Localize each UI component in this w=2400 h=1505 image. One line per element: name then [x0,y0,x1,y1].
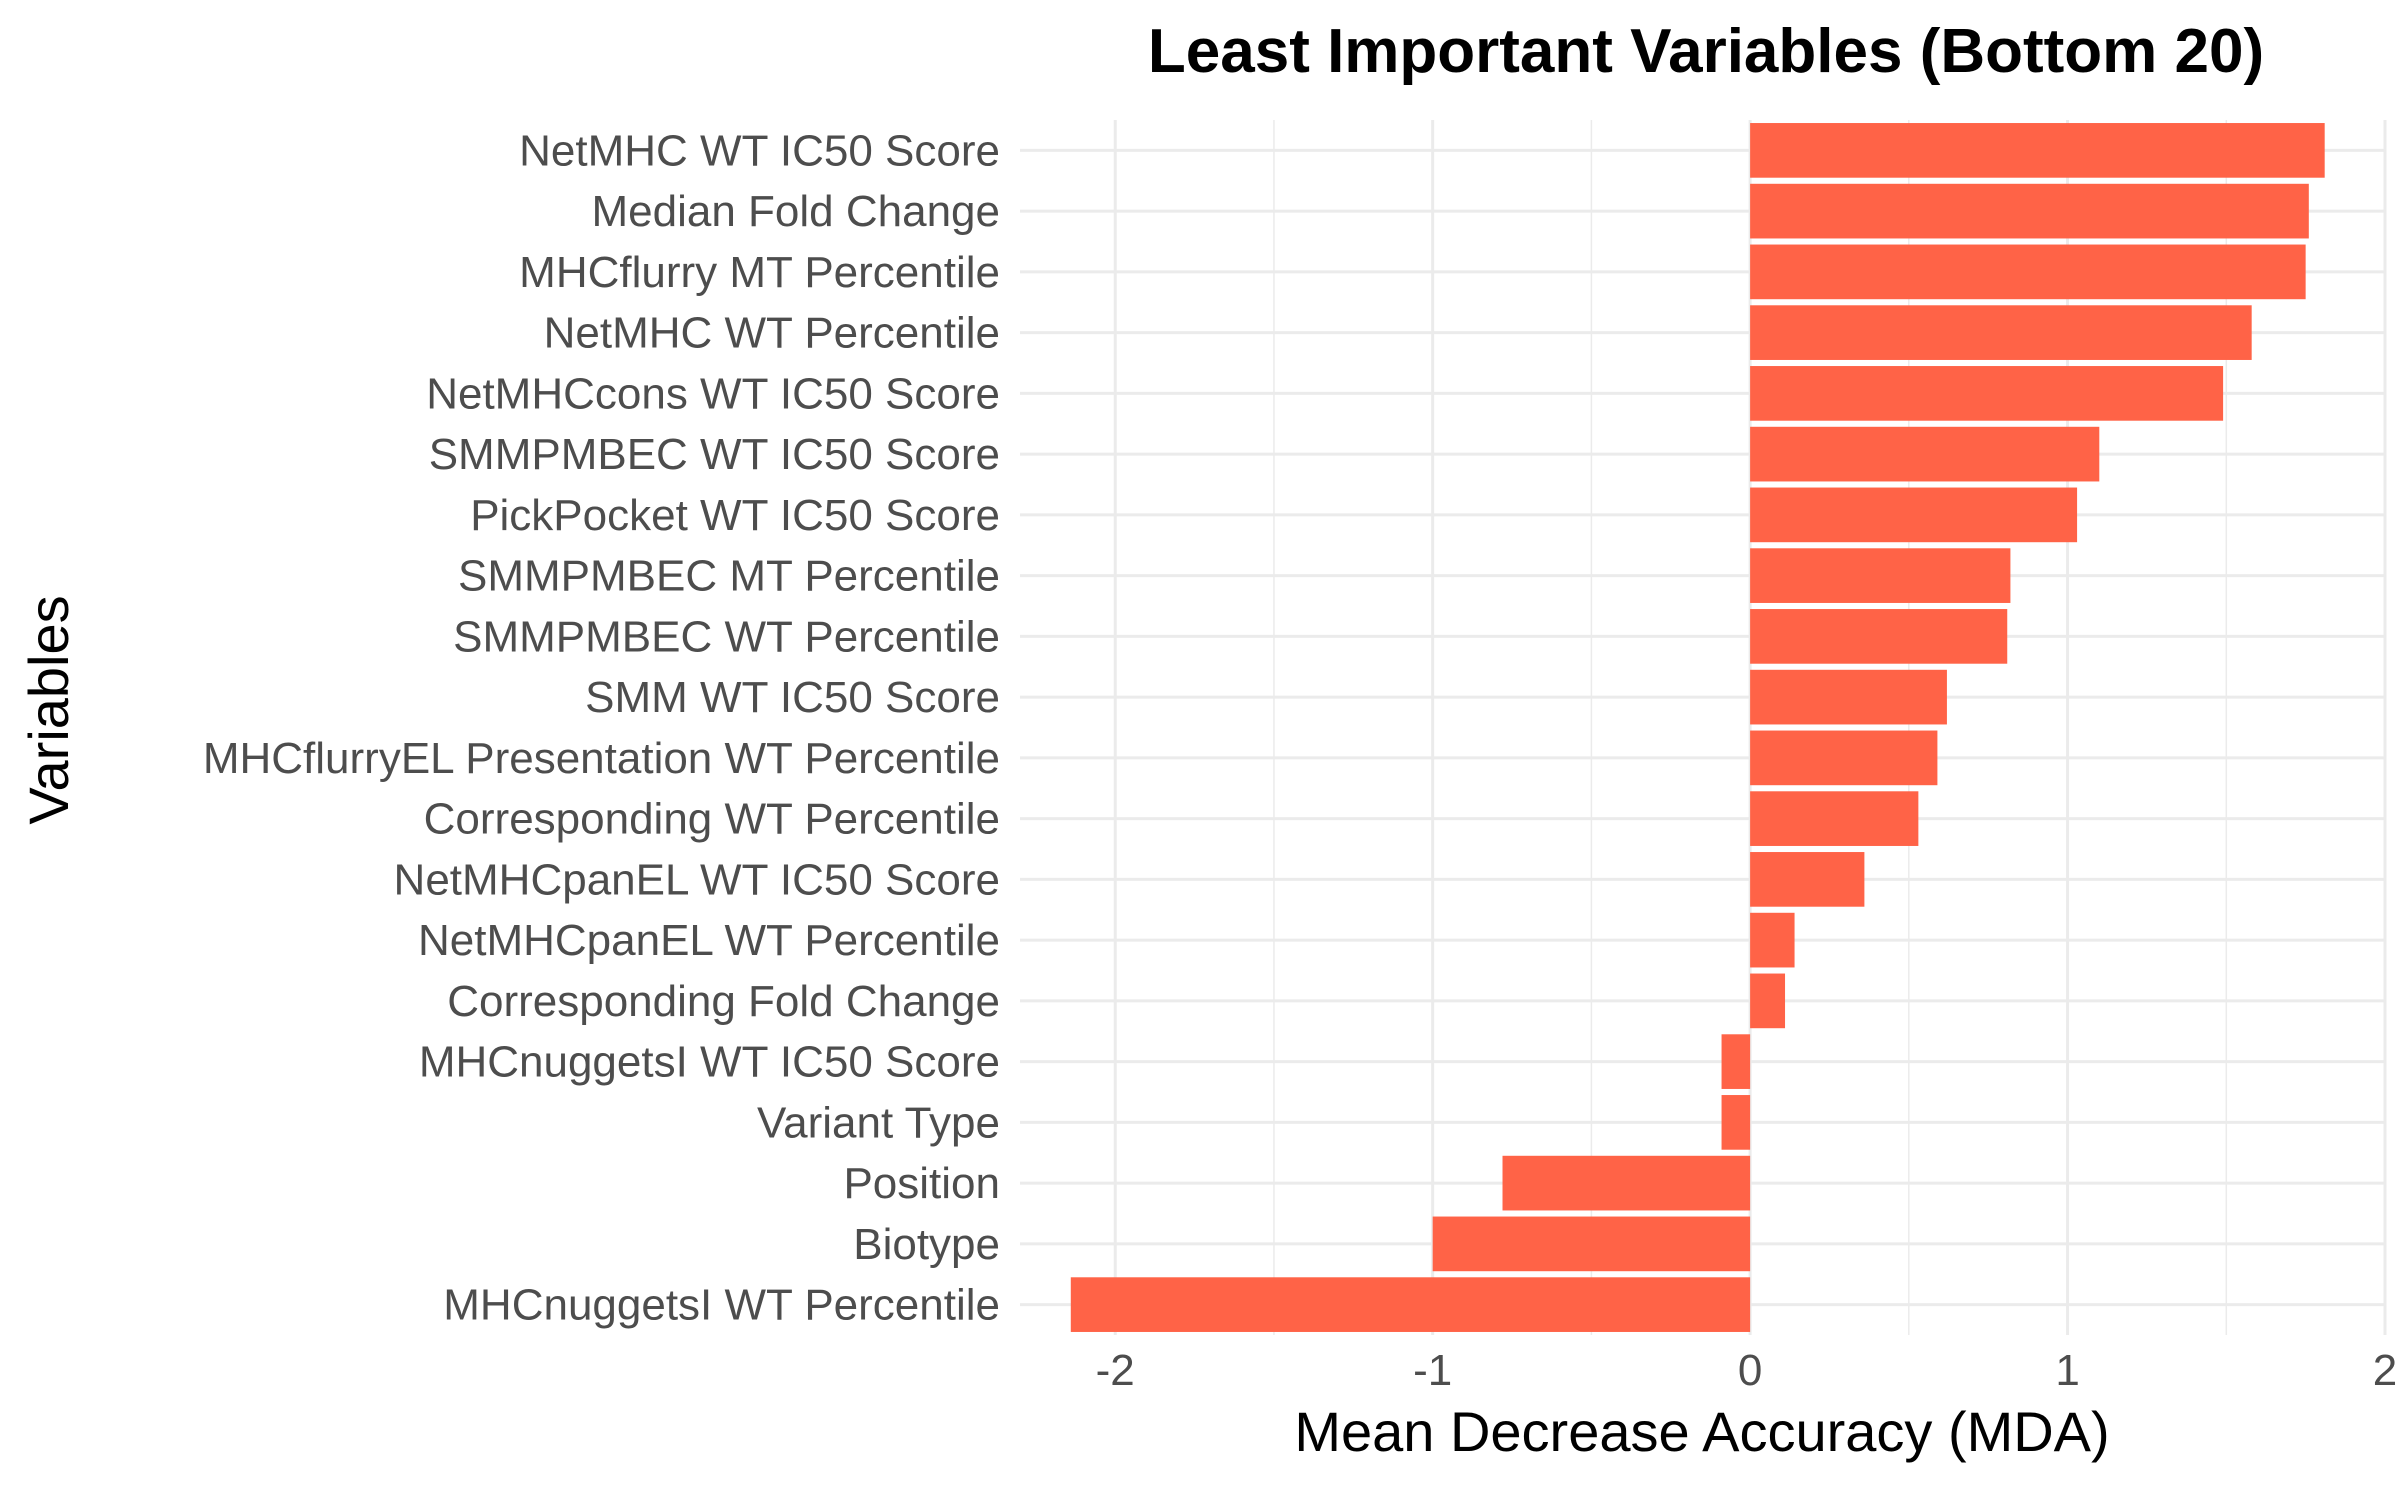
bar [1750,973,1786,1029]
category-label: SMMPMBEC WT Percentile [453,612,1000,661]
bar [1750,183,2309,239]
bar-layer [1070,123,2325,1332]
category-label: MHCnuggetsI WT Percentile [443,1281,1000,1330]
label-layer: NetMHC WT IC50 Score Median Fold Change MH… [203,126,2397,1395]
bar [1750,912,1795,968]
category-label: Corresponding Fold Change [447,977,1000,1026]
category-label: Biotype [853,1220,1000,1269]
category-label: MHCflurry MT Percentile [519,248,1000,297]
category-label: NetMHCpanEL WT IC50 Score [394,855,1000,904]
category-label: NetMHCpanEL WT Percentile [418,916,1000,965]
category-label: Position [843,1159,1000,1208]
x-tick-label: -2 [1096,1346,1135,1395]
category-label: Variant Type [757,1098,1000,1147]
bar [1750,487,2078,543]
category-label: PickPocket WT IC50 Score [470,491,1000,540]
chart-title: Least Important Variables (Bottom 20) [1148,17,2264,86]
bar [1721,1095,1751,1150]
x-tick-label: 0 [1738,1346,1762,1395]
bar [1750,244,2306,300]
bar [1721,1034,1751,1089]
bar [1750,791,1919,846]
bar [1750,669,1947,725]
bar [1070,1277,1751,1332]
bar [1750,548,2011,603]
category-label: SMM WT IC50 Score [585,673,1000,722]
bar [1750,305,2252,360]
category-label: NetMHCcons WT IC50 Score [426,369,1000,418]
category-label: Corresponding WT Percentile [424,795,1000,844]
category-label: NetMHC WT Percentile [544,309,1000,358]
category-label: SMMPMBEC WT IC50 Score [429,430,1000,479]
category-label: Median Fold Change [592,187,1000,236]
x-tick-label: -1 [1413,1346,1452,1395]
bar [1432,1216,1751,1272]
bar [1750,366,2224,421]
category-label: SMMPMBEC MT Percentile [458,552,1000,601]
bar [1750,426,2100,482]
grid-layer [1020,120,2387,1335]
category-label: MHCflurryEL Presentation WT Percentile [203,734,1000,783]
x-tick-label: 2 [2373,1346,2397,1395]
bar [1750,609,2008,664]
bar [1750,730,1938,786]
category-label: NetMHC WT IC50 Score [519,126,1000,175]
y-axis-title: Variables [17,595,80,824]
bar [1502,1155,1751,1211]
bar [1750,123,2325,178]
x-tick-label: 1 [2055,1346,2079,1395]
category-label: MHCnuggetsI WT IC50 Score [419,1038,1000,1087]
bar [1750,852,1865,907]
x-axis-title: Mean Decrease Accuracy (MDA) [1294,1400,2109,1463]
